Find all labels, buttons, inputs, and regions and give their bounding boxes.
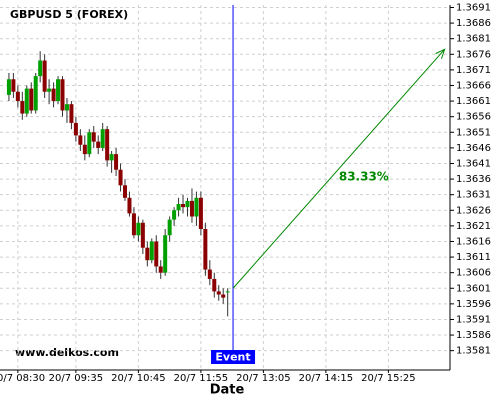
y-tick-label: 1.3631 <box>456 190 491 201</box>
candle-body <box>203 228 208 270</box>
candle-body <box>96 141 101 148</box>
candle-body <box>221 294 226 298</box>
y-tick-label: 1.3671 <box>456 65 491 76</box>
event-box <box>211 350 256 364</box>
y-tick-label: 1.3636 <box>456 174 491 185</box>
y-tick-label: 1.3676 <box>456 49 491 60</box>
x-tick-label: 20/7 08:30 <box>0 373 45 384</box>
candle-body <box>6 79 11 95</box>
x-tick-label: 20/7 13:05 <box>236 373 290 384</box>
candle-body <box>105 129 110 161</box>
candle-body <box>189 200 194 217</box>
candle-body <box>29 88 34 111</box>
candle-body <box>131 213 136 236</box>
y-tick-label: 1.3646 <box>456 143 491 154</box>
candle-body <box>194 197 199 217</box>
candle-body <box>15 91 20 102</box>
x-tick-label: 20/7 10:45 <box>111 373 165 384</box>
candle-body <box>33 76 38 111</box>
candle-body <box>87 132 92 155</box>
y-tick-label: 1.3596 <box>456 299 491 310</box>
candle-body <box>56 79 61 102</box>
candle-body <box>212 278 217 292</box>
y-tick-label: 1.3616 <box>456 236 491 247</box>
candle-body <box>167 219 172 236</box>
candle-body <box>172 210 177 220</box>
y-tick-label: 1.3626 <box>456 205 491 216</box>
candle-body <box>145 247 150 261</box>
x-tick-label: 20/7 14:15 <box>299 373 353 384</box>
candle-body <box>118 169 123 186</box>
candle-body <box>82 144 87 155</box>
candle-body <box>185 200 190 208</box>
candle-body <box>176 204 181 211</box>
candle-body <box>154 241 159 267</box>
projection-line <box>232 48 446 289</box>
candle-body <box>225 291 230 293</box>
candle-body <box>136 222 141 236</box>
y-tick-label: 1.3656 <box>456 112 491 123</box>
candle-body <box>216 291 221 295</box>
candle-body <box>100 129 105 148</box>
y-tick-label: 1.3591 <box>456 314 491 325</box>
candle-body <box>73 122 78 136</box>
candle-body <box>42 60 47 92</box>
y-tick-label: 1.3661 <box>456 96 491 107</box>
candle-body <box>140 222 145 248</box>
candle-body <box>38 60 43 77</box>
candle-body <box>127 197 132 214</box>
event-label: Event <box>215 351 250 364</box>
candle-body <box>181 204 186 208</box>
y-tick-label: 1.3691 <box>456 2 491 13</box>
candle-body <box>198 197 203 229</box>
candle-body <box>64 104 69 111</box>
y-tick-label: 1.3651 <box>456 127 491 138</box>
candle-body <box>60 79 65 111</box>
candle-body <box>91 132 96 142</box>
chart-title: GBPUSD 5 (FOREX) <box>10 8 128 21</box>
x-tick-label: 20/7 15:25 <box>361 373 415 384</box>
candle-body <box>69 104 74 123</box>
candle-body <box>123 185 127 198</box>
candle-body <box>24 88 29 114</box>
candle-body <box>158 266 163 273</box>
projection-label: 83.33% <box>339 169 389 183</box>
y-tick-label: 1.3686 <box>456 18 491 29</box>
candle-body <box>51 88 56 102</box>
y-tick-label: 1.3666 <box>456 80 491 91</box>
watermark: www.delkos.com <box>15 346 119 359</box>
candle-body <box>207 269 212 279</box>
y-tick-label: 1.3611 <box>456 252 491 263</box>
projection-arrowhead <box>435 48 446 59</box>
y-tick-label: 1.3606 <box>456 268 491 279</box>
x-axis-title: Date <box>210 383 245 398</box>
y-tick-label: 1.3601 <box>456 283 491 294</box>
y-tick-label: 1.3681 <box>456 34 491 45</box>
x-tick-label: 20/7 09:35 <box>49 373 103 384</box>
y-tick-label: 1.3621 <box>456 221 491 232</box>
candle-body <box>47 88 52 92</box>
candle-body <box>11 79 16 92</box>
candle-body <box>149 241 154 261</box>
candle-body <box>20 101 25 114</box>
candle-body <box>163 235 168 273</box>
y-tick-label: 1.3641 <box>456 158 491 169</box>
candle-body <box>114 154 119 170</box>
x-tick-label: 20/7 11:55 <box>174 373 228 384</box>
y-tick-label: 1.3586 <box>456 330 491 341</box>
candle-body <box>78 135 83 145</box>
y-tick-label: 1.3581 <box>456 346 491 357</box>
candle-body <box>109 154 114 161</box>
